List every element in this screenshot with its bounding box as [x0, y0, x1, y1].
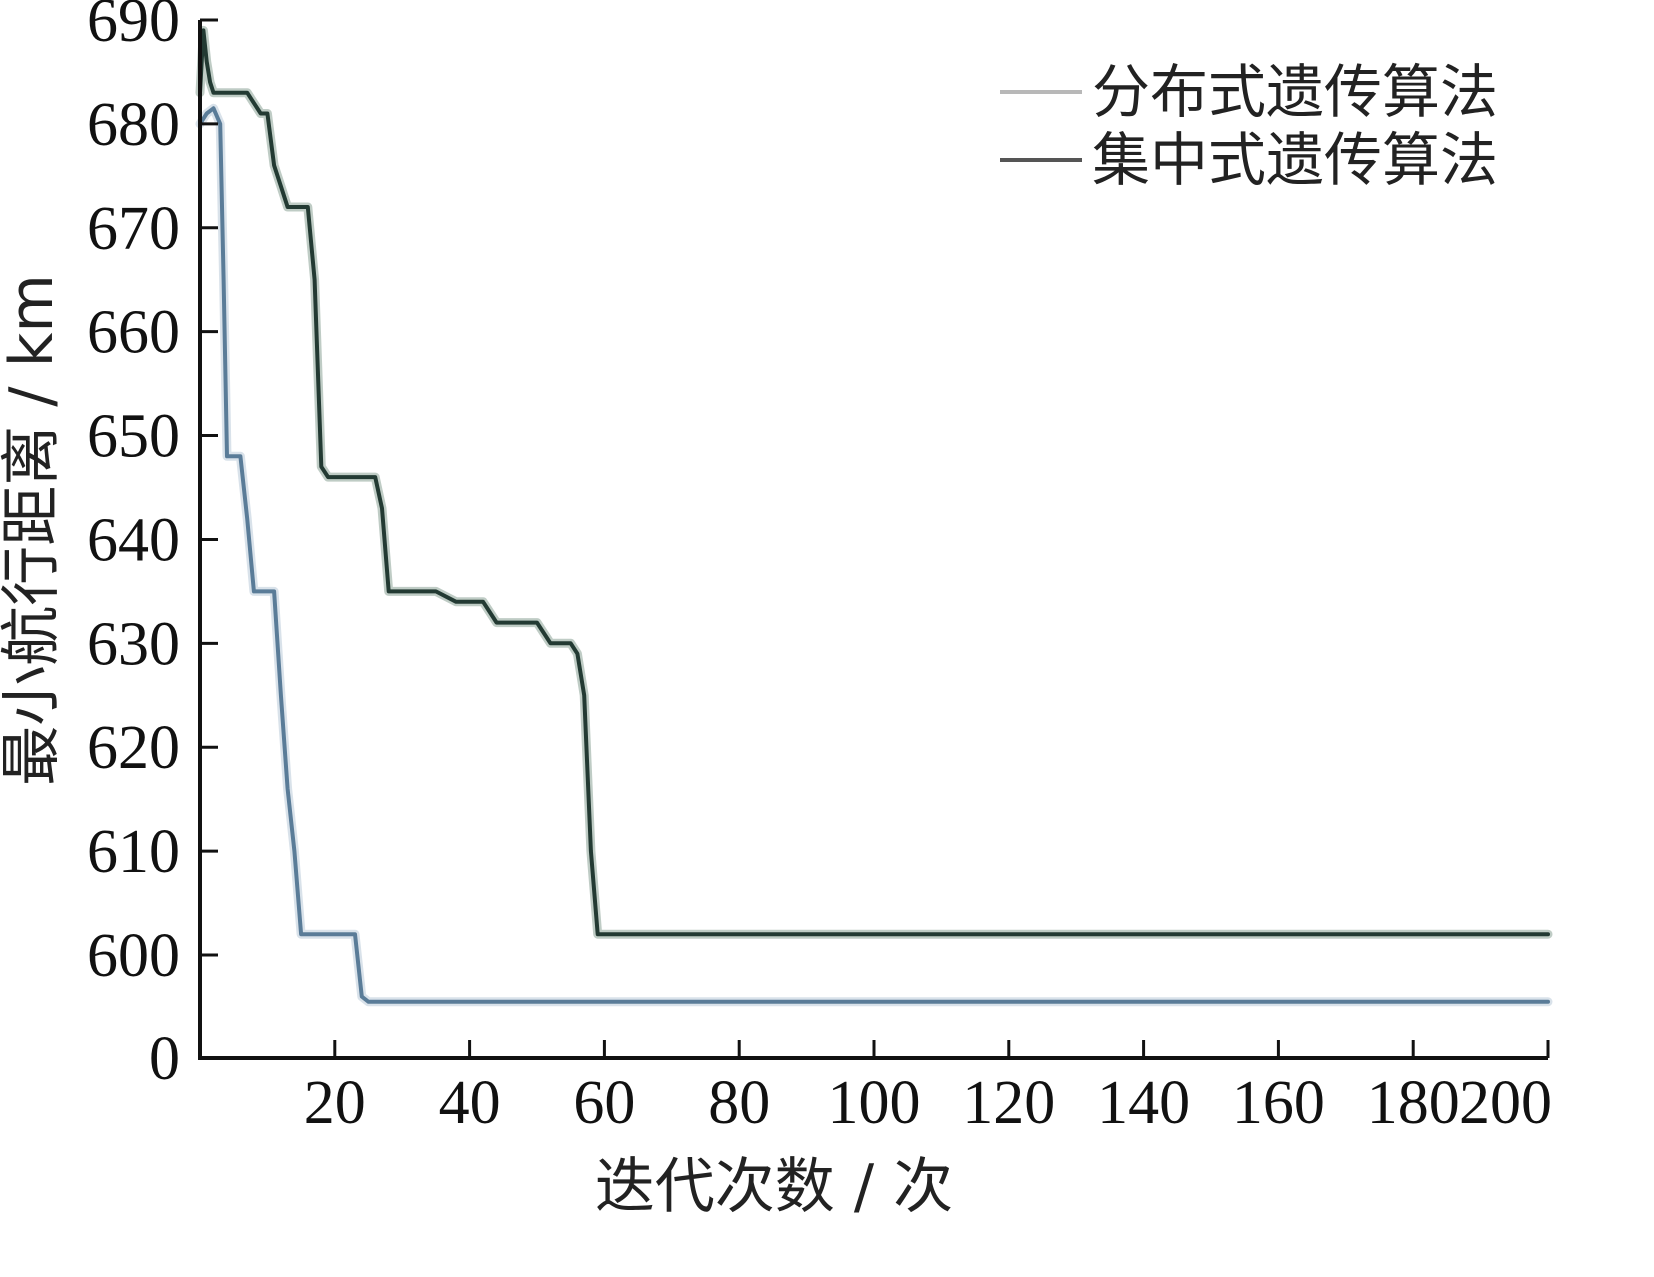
y-tick-label-630: 630	[87, 610, 180, 678]
x-axis-title: 迭代次数 / 次	[595, 1152, 953, 1222]
x-tick-label-20: 20	[304, 1069, 366, 1137]
y-tick-label-620: 620	[87, 714, 180, 782]
series-halo-distributed	[195, 103, 1553, 1007]
series-line-centralized	[198, 28, 1550, 937]
x-tick-label-200: 200	[1459, 1069, 1552, 1137]
x-tick-label-120: 120	[962, 1069, 1055, 1137]
series-layer	[195, 25, 1553, 1007]
legend-label-distributed: 分布式遗传算法	[1092, 58, 1498, 126]
y-tick-label-600: 600	[87, 922, 180, 990]
x-tick-label-80: 80	[708, 1069, 770, 1137]
y-tick-label-680: 680	[87, 91, 180, 159]
y-tick-label-690: 690	[87, 0, 180, 55]
y-tick-label-650: 650	[87, 403, 180, 471]
y-axis-title: 最小航行距离 / km	[0, 274, 67, 786]
y-tick-label-640: 640	[87, 506, 180, 574]
y-tick-label-670: 670	[87, 195, 180, 263]
y-tick-label-0: 0	[149, 1025, 180, 1093]
y-tick-label-610: 610	[87, 818, 180, 886]
series-line-distributed	[198, 106, 1550, 1004]
y-tick-label-660: 660	[87, 299, 180, 367]
x-tick-label-180: 180	[1367, 1069, 1460, 1137]
x-tick-label-100: 100	[828, 1069, 921, 1137]
x-tick-label-160: 160	[1232, 1069, 1325, 1137]
x-tick-label-60: 60	[573, 1069, 635, 1137]
x-tick-label-40: 40	[439, 1069, 501, 1137]
x-tick-label-140: 140	[1097, 1069, 1190, 1137]
legend-label-centralized: 集中式遗传算法	[1092, 126, 1498, 194]
tick-layer: 0 600 610 620 630 640 650 660 670 680 690 20 40 60 80 1…	[87, 0, 1552, 1137]
